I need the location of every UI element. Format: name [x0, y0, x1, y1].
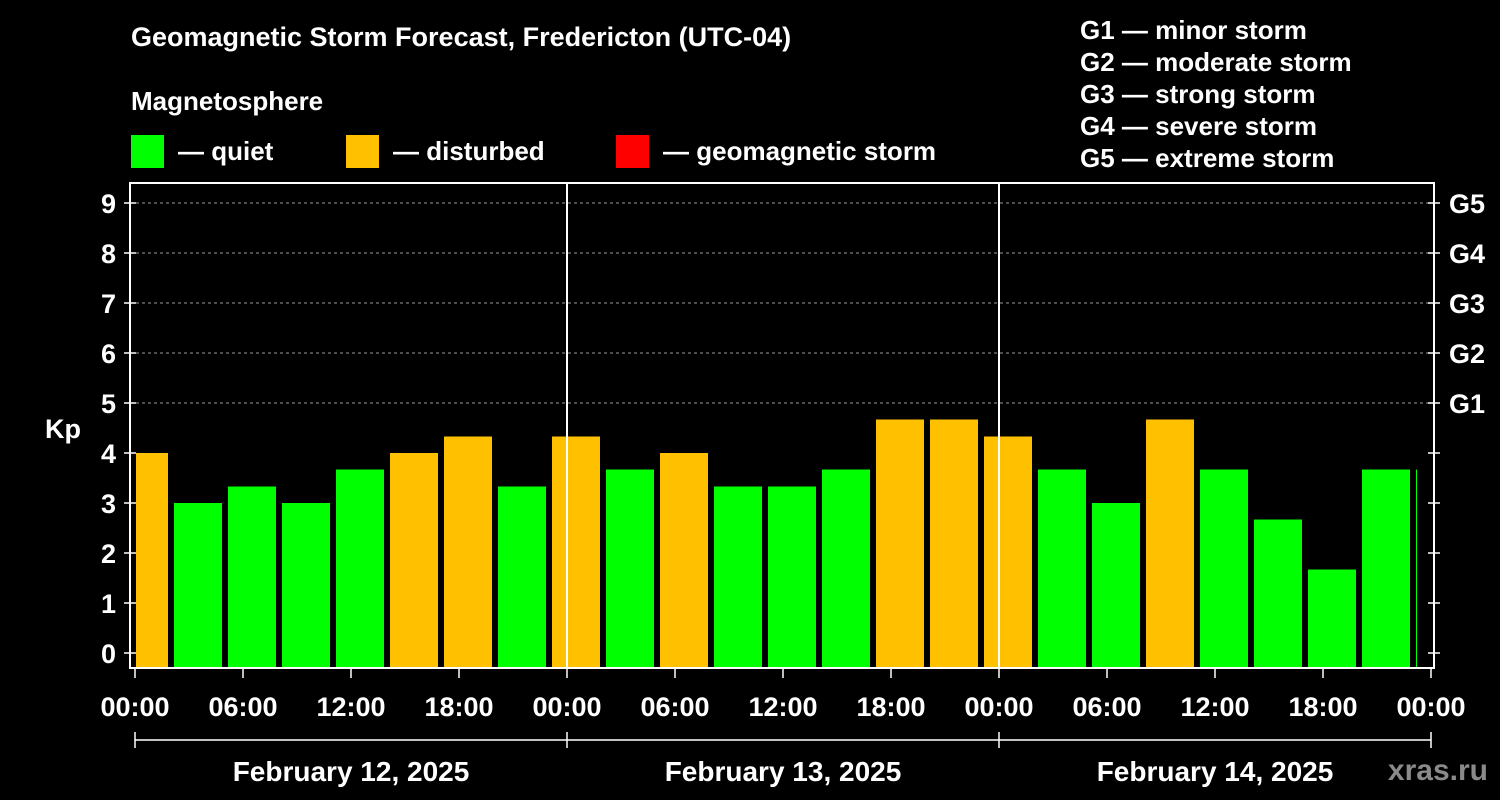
y-tick-label: 5: [101, 389, 116, 419]
g-level-label: G4: [1449, 239, 1485, 269]
x-tick-label: 06:00: [1072, 692, 1141, 722]
g-level-label: G2: [1449, 339, 1485, 369]
kp-bar: [1092, 503, 1140, 668]
kp-bar: [822, 469, 870, 668]
x-tick-label: 00:00: [532, 692, 601, 722]
kp-bar: [1146, 419, 1194, 668]
x-tick-label: 00:00: [100, 692, 169, 722]
x-tick-label: 06:00: [208, 692, 277, 722]
kp-bar: [876, 419, 924, 668]
legend-label-quiet: — quiet: [178, 135, 274, 166]
x-tick-label: 12:00: [748, 692, 817, 722]
x-tick-label: 18:00: [424, 692, 493, 722]
x-tick-label: 18:00: [856, 692, 925, 722]
kp-bar: [136, 453, 168, 668]
grid-layer: [130, 202, 1434, 404]
kp-bar: [228, 486, 276, 668]
g-level-label: G1: [1449, 389, 1485, 419]
kp-bar: [930, 419, 978, 668]
kp-bar: [1254, 519, 1302, 668]
g-level-label: G3: [1449, 289, 1485, 319]
legend-swatch-storm: [616, 134, 649, 168]
kp-bar: [444, 436, 492, 668]
y-tick-label: 0: [101, 639, 116, 669]
legend-label-disturbed: — disturbed: [393, 135, 545, 166]
kp-bar: [1362, 469, 1410, 668]
x-tick-label: 00:00: [1396, 692, 1465, 722]
date-label: February 13, 2025: [665, 756, 902, 787]
legend-label-storm: — geomagnetic storm: [663, 135, 937, 166]
y-tick-label: 4: [101, 439, 116, 469]
g-level-label: G5: [1449, 189, 1485, 219]
y-tick-label: 2: [101, 539, 116, 569]
legend-item-disturbed: — disturbed: [346, 134, 545, 168]
y-tick-label: 7: [101, 289, 116, 319]
kp-bar: [714, 486, 762, 668]
legend-item-storm: — geomagnetic storm: [616, 134, 936, 168]
date-label: February 12, 2025: [233, 756, 470, 787]
kp-bar: [1308, 569, 1356, 668]
kp-bar: [174, 503, 222, 668]
x-tick-label: 12:00: [316, 692, 385, 722]
y-tick-label: 3: [101, 489, 116, 519]
date-label: February 14, 2025: [1097, 756, 1334, 787]
legend-swatch-disturbed: [346, 134, 379, 168]
legend-heading: Magnetosphere: [131, 86, 324, 116]
kp-bar: [606, 469, 654, 668]
y-axis-label: Kp: [45, 414, 81, 444]
labels-layer: 0 1 2 3 4 5 6 7 8 9 G1 G2 G3 G4 G5 Kp 00:00 06:00 12:00 18:…: [45, 189, 1485, 787]
kp-bar: [1038, 469, 1086, 668]
kp-bar: [498, 486, 546, 668]
g-scale-g1: G1 — minor storm: [1080, 15, 1307, 45]
g-scale-g3: G3 — strong storm: [1080, 79, 1316, 109]
g-scale-legend: G1 — minor storm G2 — moderate storm G3 …: [1080, 14, 1352, 174]
g-scale-g4: G4 — severe storm: [1080, 111, 1318, 141]
x-tick-label: 18:00: [1288, 692, 1357, 722]
kp-bar: [1416, 469, 1417, 668]
kp-bar: [336, 469, 384, 668]
kp-bar: [552, 436, 600, 668]
y-tick-label: 8: [101, 239, 116, 269]
kp-bar: [390, 453, 438, 668]
y-tick-label: 9: [101, 189, 116, 219]
plot-frame: [129, 182, 1435, 669]
legend-item-quiet: — quiet: [131, 134, 273, 168]
axes-layer: [124, 182, 1440, 748]
x-tick-label: 12:00: [1180, 692, 1249, 722]
chart-title: Geomagnetic Storm Forecast, Fredericton …: [131, 22, 792, 52]
bars-layer: [136, 419, 1417, 668]
kp-bar: [984, 436, 1032, 668]
x-tick-label: 06:00: [640, 692, 709, 722]
y-tick-label: 1: [101, 589, 116, 619]
g-scale-g2: G2 — moderate storm: [1080, 47, 1352, 77]
kp-bar: [660, 453, 708, 668]
y-tick-label: 6: [101, 339, 116, 369]
g-scale-g5: G5 — extreme storm: [1080, 143, 1335, 173]
watermark: xras.ru: [1387, 754, 1488, 787]
kp-bar: [1200, 469, 1248, 668]
kp-bar: [282, 503, 330, 668]
kp-bar: [768, 486, 816, 668]
legend-swatch-quiet: [131, 134, 164, 168]
x-tick-label: 00:00: [964, 692, 1033, 722]
